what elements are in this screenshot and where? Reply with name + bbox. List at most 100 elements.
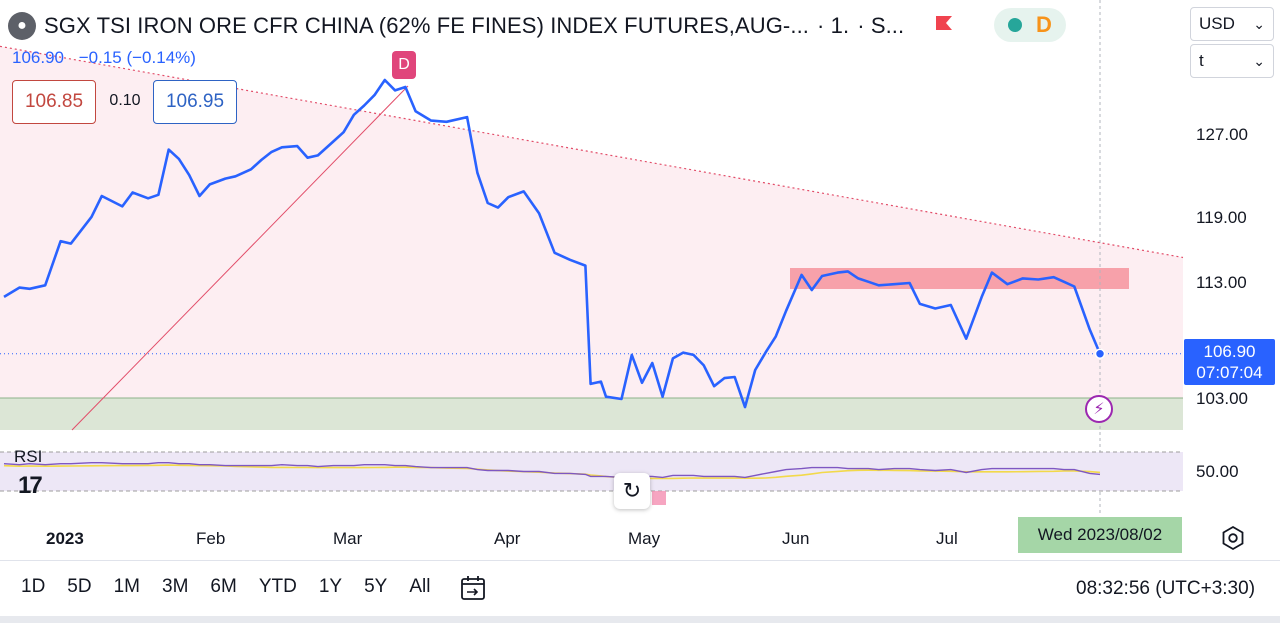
price-point	[2, 294, 7, 299]
rsi-point	[100, 461, 104, 465]
rsi-point	[1052, 467, 1056, 471]
rsi-point	[949, 468, 953, 472]
price-point	[650, 361, 655, 366]
period-button-5d[interactable]: 5D	[67, 576, 92, 597]
date-range-calendar-icon[interactable]	[458, 573, 488, 603]
rsi-point	[280, 463, 284, 467]
period-button-ytd[interactable]: YTD	[258, 576, 297, 597]
lightning-event-icon[interactable]: ⚡	[1085, 395, 1113, 423]
period-button-1y[interactable]: 1Y	[318, 576, 343, 597]
tradingview-logo-icon[interactable]: 17	[18, 472, 43, 499]
rsi-point	[414, 465, 418, 469]
currency-select[interactable]: USD ⌄	[1190, 7, 1274, 41]
price-point	[27, 286, 32, 291]
price-point	[68, 241, 73, 246]
period-button-1d[interactable]: 1D	[21, 576, 46, 597]
rsi-point	[90, 461, 94, 465]
rsi-point	[867, 467, 871, 471]
price-point	[187, 173, 192, 178]
period-button-5y[interactable]: 5Y	[364, 576, 388, 597]
market-status-pill[interactable]: D	[994, 8, 1066, 42]
price-point	[393, 88, 398, 93]
price-point	[712, 384, 717, 389]
cursor-date-tag: Wed 2023/08/02	[1018, 517, 1182, 553]
period-button-1m[interactable]: 1M	[113, 576, 140, 597]
data-delay-badge: D	[1036, 12, 1052, 37]
price-point	[496, 205, 501, 210]
period-button-3m[interactable]: 3M	[162, 576, 189, 597]
dividend-event-badge[interactable]: D	[392, 51, 416, 79]
bar-countdown: 07:07:04	[1196, 363, 1263, 382]
chevron-down-icon: ⌄	[1253, 52, 1265, 69]
last-price-marker	[1094, 348, 1106, 360]
symbol-title[interactable]: SGX TSI IRON ORE CFR CHINA (62% FE FINES…	[44, 13, 809, 38]
price-point	[305, 155, 310, 160]
price-series-line	[3, 78, 1102, 409]
rsi-point	[604, 474, 608, 478]
rsi-point	[522, 470, 526, 474]
rsi-point	[69, 462, 73, 466]
rsi-point	[583, 472, 587, 476]
buy-button[interactable]: 106.95	[153, 80, 237, 124]
rsi-point	[59, 462, 63, 466]
flag-icon[interactable]	[934, 14, 954, 34]
price-point	[598, 379, 603, 384]
rsi-point	[568, 471, 572, 475]
reset-chart-icon[interactable]: ↻	[614, 473, 650, 509]
rsi-point	[743, 475, 747, 479]
time-axis-label: Jun	[782, 529, 810, 548]
rsi-point	[306, 464, 310, 468]
price-point	[58, 239, 63, 244]
period-selector: 1D 5D 1M 3M 6M YTD 1Y 5Y All	[10, 576, 441, 598]
price-axis-label: 113.00	[1196, 273, 1247, 292]
price-point	[521, 189, 526, 194]
exchange-label[interactable]: · S...	[857, 13, 905, 38]
rsi-point	[908, 467, 912, 471]
price-point	[372, 93, 377, 98]
rsi-point	[156, 461, 160, 465]
rsi-axis-label: 50.00	[1196, 462, 1239, 481]
price-point	[763, 350, 768, 355]
rsi-point	[1062, 468, 1066, 472]
price-point	[948, 303, 953, 308]
rsi-point	[918, 468, 922, 472]
price-point	[568, 257, 573, 262]
rsi-point	[43, 463, 47, 467]
rsi-point	[373, 463, 377, 467]
rsi-point	[270, 464, 274, 468]
sell-button[interactable]: 106.85	[12, 80, 96, 124]
unit-value: t	[1199, 51, 1204, 70]
rsi-point	[167, 461, 171, 465]
rsi-point	[933, 469, 937, 473]
price-chart[interactable]	[0, 0, 1280, 560]
rsi-point	[753, 473, 757, 477]
rsi-point	[722, 474, 726, 478]
symbol-logo-icon[interactable]: ●	[8, 12, 36, 40]
settings-gear-icon[interactable]	[1220, 525, 1246, 551]
price-point	[907, 281, 912, 286]
unit-select[interactable]: t ⌄	[1190, 44, 1274, 78]
rsi-point	[1005, 467, 1009, 471]
price-point	[753, 368, 758, 373]
period-button-6m[interactable]: 6M	[210, 576, 237, 597]
price-point	[979, 294, 984, 299]
interval-label[interactable]: · 1.	[817, 13, 850, 38]
period-button-all[interactable]: All	[409, 576, 431, 597]
rsi-indicator-title[interactable]: RSI	[14, 447, 43, 466]
timezone-clock[interactable]: 08:32:56 (UTC+3:30)	[1076, 578, 1256, 599]
price-point	[146, 196, 151, 201]
price-point	[17, 285, 22, 290]
rsi-point	[877, 468, 881, 472]
price-point	[773, 334, 778, 339]
rsi-point	[352, 464, 356, 468]
rsi-point	[475, 468, 479, 472]
price-point	[732, 375, 737, 380]
price-point	[176, 156, 181, 161]
rsi-point	[764, 471, 768, 475]
price-point	[475, 170, 480, 175]
price-axis-label: 119.00	[1196, 208, 1247, 227]
price-point	[89, 214, 94, 219]
rsi-point	[429, 466, 433, 470]
price-point	[835, 270, 840, 275]
price-point	[964, 336, 969, 341]
